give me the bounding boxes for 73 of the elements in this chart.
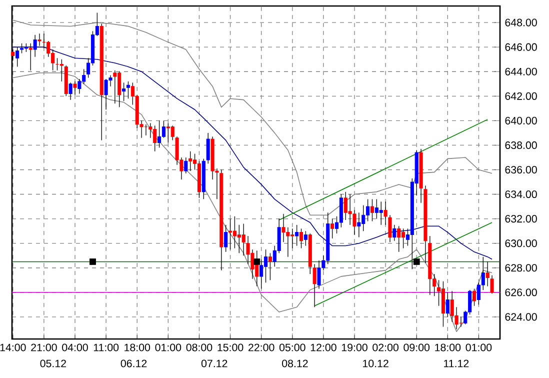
candlestick: [122, 82, 126, 102]
candlestick: [304, 230, 308, 246]
candlestick: [264, 249, 268, 283]
x-tick-label: 18:00: [124, 344, 150, 352]
x-tick-label: 05:00: [279, 344, 306, 352]
x-tick-label: 15:00: [218, 344, 244, 352]
candlestick: [384, 201, 388, 226]
text: 10.12: [363, 360, 388, 368]
x-tick-label: 12:00: [310, 344, 336, 352]
text: 08.12: [282, 360, 308, 368]
candlestick: [392, 224, 396, 242]
candlestick: [472, 288, 476, 306]
y-tick-label: 646.00: [505, 43, 537, 51]
y-tick-label: 632.00: [505, 215, 537, 223]
candlestick: [224, 224, 228, 252]
x-tick-label: 14:00: [0, 344, 26, 352]
x-tick-label: 21:00: [31, 344, 57, 352]
candlestick: [38, 33, 42, 46]
candlestick: [113, 70, 117, 104]
candlestick: [206, 132, 210, 164]
y-tick-label: 626.00: [505, 288, 537, 296]
x-tick-label: 11:00: [94, 344, 119, 352]
x-tick-label: 01:00: [155, 344, 182, 352]
candlestick: [16, 46, 20, 68]
x-tick-label: 02:00: [372, 344, 398, 352]
candlestick: [158, 120, 162, 148]
candlestick: [228, 218, 232, 250]
text: 05.12: [40, 360, 66, 368]
x-tick-label: 09:00: [404, 344, 430, 352]
x-tick-label: 18:00: [435, 344, 461, 352]
y-tick-label: 636.00: [505, 166, 537, 174]
candlestick: [68, 82, 72, 100]
candlestick: [33, 34, 37, 58]
x-tick-label: 08:00: [186, 344, 212, 352]
candlestick: [28, 43, 32, 71]
candlestick: [184, 157, 188, 174]
text: 07.12: [201, 360, 228, 368]
candlestick: [60, 59, 64, 82]
candlestick: [330, 218, 334, 239]
candlestick: [490, 274, 494, 294]
candlestick: [73, 81, 77, 96]
candlestick: [446, 292, 450, 318]
y-tick-label: 644.00: [505, 68, 537, 76]
y-tick-label: 634.00: [505, 190, 537, 198]
y-tick-label: 642.00: [505, 92, 537, 100]
y-tick-label: 640.00: [505, 116, 537, 124]
candlestick: [370, 198, 374, 222]
y-tick-label: 630.00: [505, 240, 537, 248]
candlestick: [126, 81, 130, 99]
candlestick: [20, 43, 24, 54]
candlestick: [388, 214, 392, 242]
candlestick: [170, 125, 174, 141]
candlestick: [78, 78, 82, 94]
candlestick: [268, 252, 272, 280]
text: 11.12: [444, 360, 469, 368]
candlestick: [486, 261, 490, 287]
text: 06.12: [120, 360, 147, 368]
candlestick: [312, 264, 316, 308]
x-tick-label: 22:00: [248, 344, 274, 352]
x-tick-label: 19:00: [342, 344, 368, 352]
candlestick: [397, 226, 401, 252]
candlestick: [299, 228, 304, 249]
candlestick: [357, 212, 361, 238]
candlestick: [379, 201, 383, 226]
candlestick: [295, 224, 299, 246]
y-tick-label: 648.00: [505, 18, 537, 26]
candlestick: [242, 223, 246, 256]
candlestick: [188, 151, 192, 172]
y-tick-label: 638.00: [505, 141, 537, 149]
x-tick-label: 01:00: [466, 344, 492, 352]
x-tick-label: 04:00: [62, 344, 88, 352]
y-tick-label: 628.00: [505, 264, 537, 272]
y-tick-label: 624.00: [505, 313, 537, 321]
